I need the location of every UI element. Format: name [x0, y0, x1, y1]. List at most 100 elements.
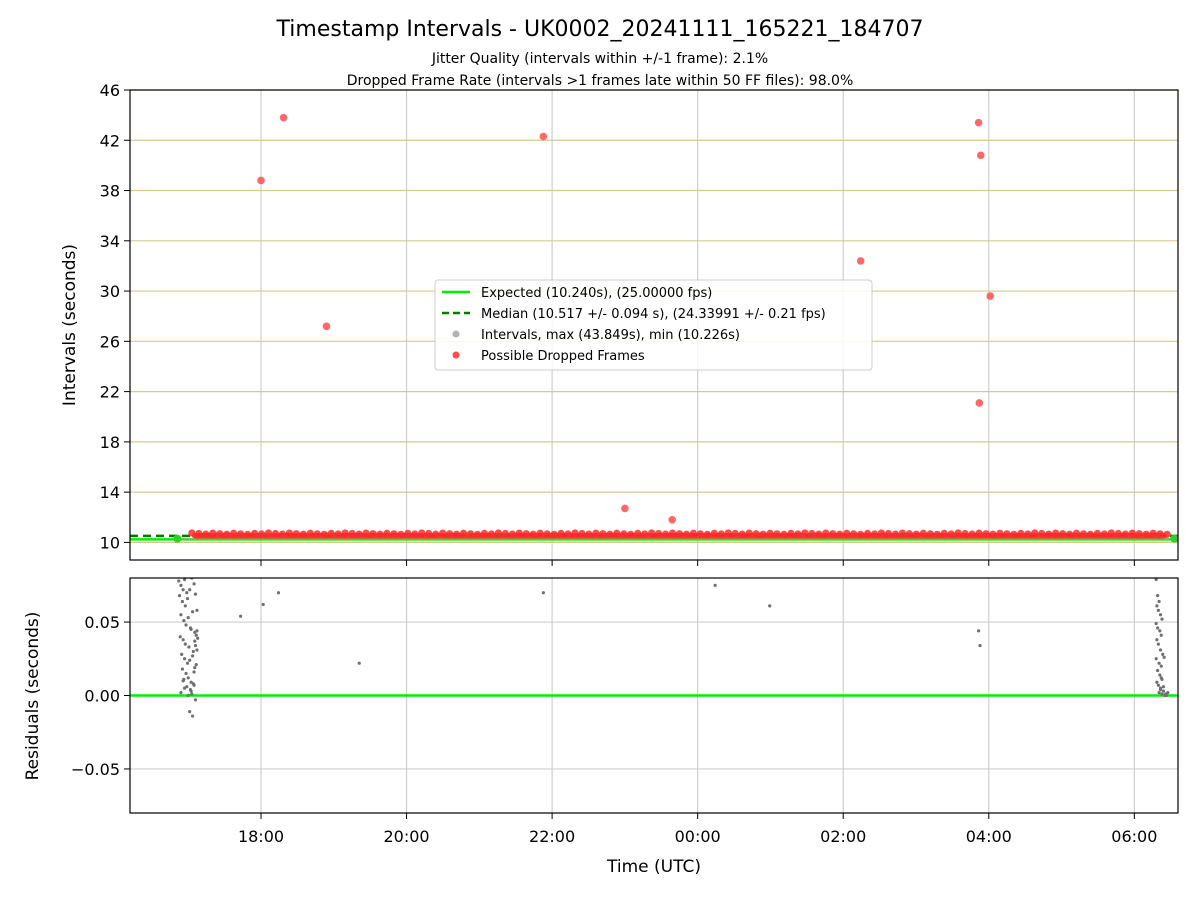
- dropped-frames-band-point: [230, 529, 238, 537]
- dropped-frames-band-point: [1065, 530, 1074, 538]
- x-tick-label: 22:00: [529, 827, 575, 846]
- residual-point: [180, 667, 184, 671]
- residual-point: [1158, 648, 1163, 652]
- dropped-frames-band-point: [1045, 530, 1053, 538]
- residual-point: [195, 608, 199, 612]
- dropped-frames-band-point: [982, 530, 990, 538]
- x-tick-label: 04:00: [966, 827, 1012, 846]
- dropped-frame-point: [539, 132, 548, 141]
- dropped-frames-band-point: [773, 530, 781, 538]
- dropped-frames-band-point: [550, 530, 558, 538]
- dropped-frames-band-point: [1086, 530, 1095, 538]
- dropped-frames-band-point: [452, 530, 461, 538]
- residuals-panel: 18:00 20:00 22:00 00:00 02:00 04:00 06:00 −0.05…: [71, 577, 1179, 846]
- dropped-frame-point: [856, 257, 865, 265]
- dropped-frames-band-point: [738, 530, 746, 538]
- intervals-y-tick-label: 30: [100, 282, 120, 301]
- dropped-frames-band-point: [480, 529, 489, 537]
- residual-point: [1157, 690, 1161, 695]
- dropped-frames-band-point: [473, 530, 482, 538]
- residual-point: [182, 657, 187, 661]
- dropped-frames-band-point: [411, 530, 419, 538]
- dropped-frames-band-point: [202, 530, 210, 538]
- dropped-frames-band-point: [578, 529, 586, 538]
- dropped-frames-band-point: [536, 529, 544, 537]
- dropped-frames-band-point: [710, 529, 718, 537]
- residual-point: [1156, 642, 1160, 646]
- dropped-frames-band-point: [975, 529, 983, 537]
- residual-point: [183, 642, 187, 646]
- dropped-frames-band-point: [466, 530, 475, 538]
- residual-point: [177, 594, 182, 598]
- dropped-frames-band-point: [912, 530, 920, 538]
- dropped-frames-band-point: [850, 530, 858, 538]
- dropped-frames-band-point: [1114, 529, 1122, 538]
- dropped-frames-band-point: [877, 529, 886, 537]
- dropped-frames-band-point: [195, 529, 203, 538]
- dropped-frames-band-point: [188, 529, 196, 537]
- dropped-frames-band-point: [1058, 530, 1067, 538]
- dropped-frames-band-point: [1121, 530, 1129, 538]
- dropped-frames-band-point: [675, 530, 684, 538]
- residual-point: [179, 583, 183, 587]
- dropped-frames-band-point: [1031, 529, 1039, 537]
- dropped-frames-band-point: [689, 529, 698, 537]
- dropped-frames-band-point: [836, 530, 844, 538]
- residuals-plot-area: [130, 578, 1178, 718]
- dropped-frames-band-point: [661, 530, 670, 538]
- dropped-frames-band-point: [557, 529, 565, 537]
- dropped-frames-band-point: [919, 529, 927, 537]
- dropped-frames-band-point: [432, 530, 440, 538]
- residual-point: [196, 636, 200, 640]
- dropped-frames-band-point: [613, 529, 621, 537]
- dropped-frames-band-point: [390, 530, 398, 538]
- dropped-frames-band-point: [1093, 529, 1102, 537]
- residual-point: [1158, 688, 1163, 692]
- residual-point: [1161, 689, 1166, 693]
- dropped-frames-band-point: [1038, 529, 1046, 538]
- legend-dropped-label: Possible Dropped Frames: [481, 349, 645, 364]
- residual-point: [713, 583, 717, 587]
- dropped-frames-band-point: [599, 530, 607, 538]
- intervals-y-tick-label: 38: [100, 182, 120, 201]
- dropped-frames-band-point: [808, 529, 816, 538]
- dropped-frames-band-point: [522, 530, 530, 538]
- intervals-y-tick-label: 26: [100, 332, 120, 351]
- residual-point: [239, 614, 243, 618]
- residual-point: [190, 654, 195, 658]
- dropped-frames-band-point: [327, 529, 335, 537]
- residual-point: [190, 714, 195, 718]
- dropped-frames-band-point: [1010, 530, 1018, 538]
- dropped-frames-band-point: [968, 530, 976, 538]
- residual-point: [1154, 621, 1158, 626]
- residual-point: [185, 591, 189, 595]
- dropped-frames-band-point: [940, 529, 948, 537]
- dropped-frames-band-point: [313, 530, 321, 538]
- dropped-frames-band-point: [1142, 530, 1150, 538]
- dropped-frame-point: [279, 113, 288, 122]
- residual-point: [181, 679, 185, 683]
- legend-intervals-swatch: [452, 330, 460, 338]
- residuals-y-tick-label: −0.05: [71, 760, 120, 779]
- dropped-frame-point: [668, 515, 676, 524]
- dropped-frames-band-point: [362, 529, 370, 537]
- residual-point: [181, 638, 185, 642]
- dropped-frames-band-point: [745, 529, 753, 537]
- residual-point: [1156, 626, 1160, 630]
- residual-point: [182, 618, 186, 623]
- residual-point: [194, 633, 198, 637]
- dropped-frames-band-point: [320, 530, 328, 538]
- dropped-frames-band-point: [780, 530, 788, 538]
- dropped-frames-band-point: [996, 529, 1004, 537]
- dropped-frames-band-point: [494, 529, 502, 537]
- dropped-frames-band-point: [1072, 529, 1081, 537]
- dropped-frames-band-point: [641, 530, 649, 538]
- dropped-frames-band-point: [696, 530, 704, 538]
- dropped-frames-band-point: [822, 529, 830, 537]
- dropped-frames-band-point: [634, 529, 642, 537]
- dropped-frames-band-point: [926, 530, 934, 538]
- dropped-frames-band-point: [585, 530, 593, 538]
- dropped-frames-band-point: [787, 529, 795, 537]
- dropped-frames-band-point: [1024, 530, 1032, 538]
- dropped-frames-band-point: [355, 530, 363, 538]
